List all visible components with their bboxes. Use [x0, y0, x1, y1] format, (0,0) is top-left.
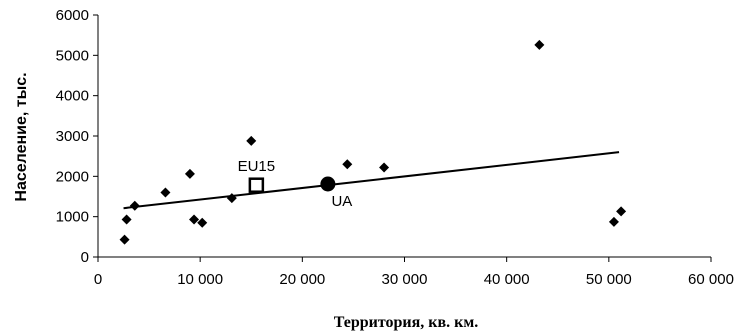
- data-point: [121, 214, 132, 225]
- data-point: [379, 162, 390, 173]
- y-axis-label: Население, тыс.: [13, 72, 30, 201]
- data-point: [197, 217, 208, 228]
- highlight-label-ua: UA: [331, 193, 352, 210]
- data-point: [184, 168, 195, 179]
- y-tick-label: 6000: [56, 7, 89, 24]
- trendline: [123, 151, 620, 210]
- x-tick-label: 30 000: [382, 271, 428, 288]
- data-point: [342, 159, 353, 170]
- highlight-point-ua: [320, 176, 336, 192]
- data-point: [119, 234, 130, 245]
- data-point: [189, 214, 200, 225]
- y-tick-label: 5000: [56, 47, 89, 64]
- y-tick-label: 0: [81, 249, 89, 266]
- x-tick-label: 0: [94, 271, 102, 288]
- x-tick-label: 50 000: [586, 271, 632, 288]
- x-tick-label: 10 000: [177, 271, 223, 288]
- highlight-label-eu15: EU15: [238, 158, 276, 175]
- x-axis-label: Территория, кв. км.: [334, 314, 479, 331]
- y-tick-label: 2000: [56, 168, 89, 185]
- data-point: [616, 206, 627, 217]
- y-tick-label: 3000: [56, 128, 89, 145]
- x-tick-label: 60 000: [688, 271, 734, 288]
- data-point: [160, 187, 171, 198]
- data-point: [129, 200, 140, 211]
- data-point: [608, 216, 619, 227]
- x-tick-label: 40 000: [484, 271, 530, 288]
- y-tick-label: 1000: [56, 209, 89, 226]
- data-point: [534, 39, 545, 50]
- data-point: [246, 135, 257, 146]
- highlight-point-eu15: [248, 177, 265, 193]
- data-point: [226, 193, 237, 204]
- x-tick-label: 20 000: [279, 271, 325, 288]
- data-points: EU15 UA: [119, 39, 627, 245]
- axes: 0 1000 2000 3000 4000 5000 6000 0 10 000 20 000 30…: [56, 7, 734, 288]
- y-tick-label: 4000: [56, 88, 89, 105]
